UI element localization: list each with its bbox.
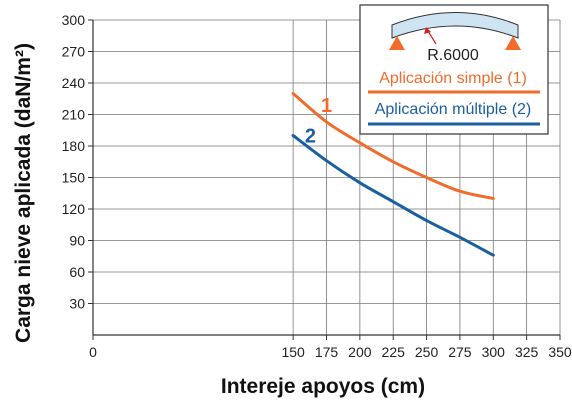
x-tick-label: 0 bbox=[89, 344, 97, 360]
x-tick-label: 275 bbox=[448, 344, 472, 360]
y-tick-label: 30 bbox=[69, 296, 85, 312]
legend-entry-2-label: Aplicación múltiple (2) bbox=[375, 101, 532, 118]
series-2-line bbox=[291, 134, 495, 257]
legend-entry-1-label: Aplicación simple (1) bbox=[379, 70, 527, 87]
curved-panel bbox=[391, 12, 519, 39]
grid bbox=[93, 19, 561, 335]
y-tick-label: 120 bbox=[62, 201, 86, 217]
x-tick-label: 300 bbox=[482, 344, 506, 360]
radius-annotation: R.6000 bbox=[427, 47, 479, 64]
x-tick-label: 250 bbox=[415, 344, 439, 360]
x-tick-label: 175 bbox=[315, 344, 339, 360]
left-support bbox=[389, 36, 405, 50]
y-tick-label: 150 bbox=[62, 170, 86, 186]
series bbox=[291, 92, 495, 257]
y-tick-label: 270 bbox=[62, 44, 86, 60]
y-tick-label: 60 bbox=[69, 264, 85, 280]
series-1-line bbox=[291, 92, 495, 200]
legend: R.6000 Aplicación simple (1) Aplicación … bbox=[359, 4, 549, 135]
curved-panel-on-supports-icon bbox=[389, 12, 521, 50]
y-tick-label: 180 bbox=[62, 138, 86, 154]
y-tick-label: 90 bbox=[69, 233, 85, 249]
y-tick-label: 240 bbox=[62, 75, 86, 91]
series-1-curve-label: 1 bbox=[321, 95, 332, 117]
x-tick-label: 150 bbox=[281, 344, 305, 360]
y-tick-label: 300 bbox=[62, 12, 86, 28]
x-tick-label: 225 bbox=[382, 344, 406, 360]
y-axis-title: Carga nieve aplicada (daN/m²) bbox=[12, 43, 35, 343]
curve-labels: 12 bbox=[305, 95, 332, 148]
x-tick-label: 350 bbox=[548, 344, 572, 360]
x-tick-label: 325 bbox=[515, 344, 539, 360]
radius-arrow-head bbox=[424, 27, 431, 34]
y-tick-label: 210 bbox=[62, 107, 86, 123]
axes bbox=[88, 19, 561, 340]
right-support bbox=[505, 36, 521, 50]
x-axis-title: Intereje apoyos (cm) bbox=[221, 375, 425, 398]
radius-arrow bbox=[427, 30, 437, 45]
series-2-curve-label: 2 bbox=[305, 126, 316, 148]
x-tick-label: 200 bbox=[348, 344, 372, 360]
